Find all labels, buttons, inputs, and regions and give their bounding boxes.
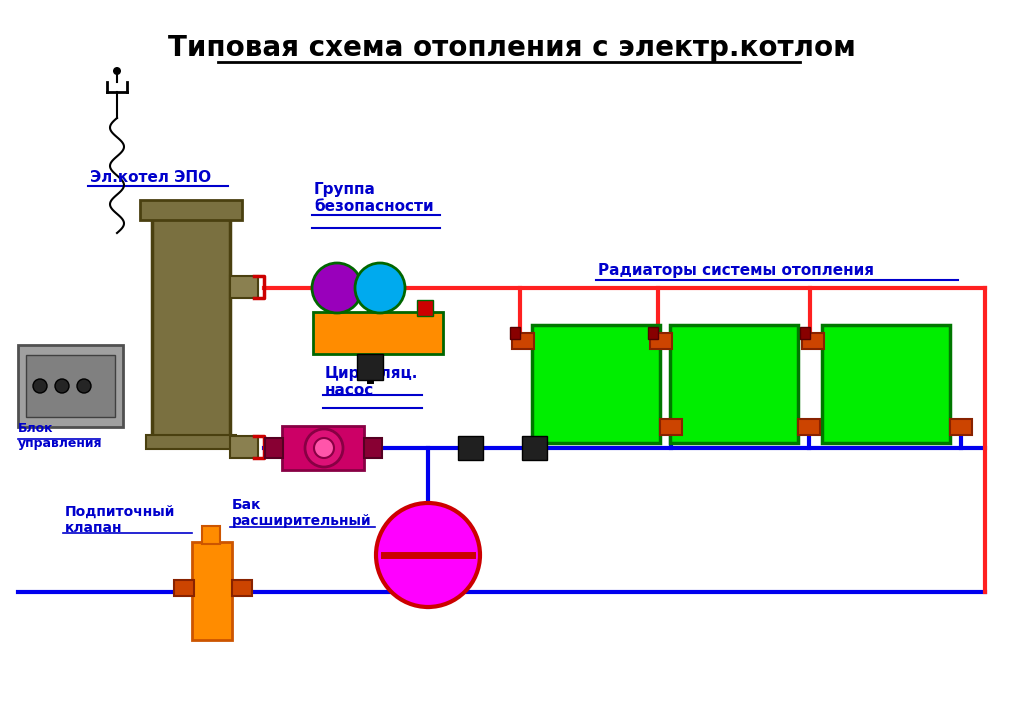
Bar: [232, 580, 252, 596]
Bar: [230, 436, 258, 458]
Bar: [660, 419, 682, 435]
Circle shape: [355, 263, 406, 313]
Bar: [822, 325, 950, 443]
Bar: [174, 580, 194, 596]
Bar: [146, 435, 236, 449]
Bar: [802, 333, 824, 349]
Bar: [510, 327, 520, 339]
Bar: [193, 542, 232, 640]
Bar: [230, 276, 258, 298]
Bar: [357, 354, 383, 380]
Bar: [648, 327, 658, 339]
Bar: [532, 325, 660, 443]
Bar: [670, 325, 798, 443]
Text: Бак
расширительный: Бак расширительный: [232, 498, 372, 528]
Circle shape: [113, 67, 121, 75]
Circle shape: [305, 429, 343, 467]
Circle shape: [77, 379, 91, 393]
Bar: [800, 327, 810, 339]
Text: Типовая схема отопления с электр.котлом: Типовая схема отопления с электр.котлом: [168, 34, 856, 62]
Bar: [650, 333, 672, 349]
Bar: [512, 333, 534, 349]
Text: Группа
безопасности: Группа безопасности: [314, 182, 433, 214]
Bar: [26, 355, 115, 417]
Circle shape: [314, 438, 334, 458]
Text: Циркуляц.
насос: Циркуляц. насос: [325, 366, 419, 398]
Bar: [522, 436, 547, 460]
Bar: [282, 426, 364, 470]
Circle shape: [376, 503, 480, 607]
Circle shape: [312, 263, 362, 313]
Bar: [364, 438, 382, 458]
Bar: [140, 200, 242, 220]
Bar: [417, 300, 433, 316]
Bar: [313, 312, 443, 354]
Text: Эл.котел ЭПО: Эл.котел ЭПО: [90, 171, 211, 185]
Text: Блок
управления: Блок управления: [18, 422, 102, 450]
Bar: [798, 419, 820, 435]
Bar: [202, 526, 220, 544]
Text: Подпиточный
клапан: Подпиточный клапан: [65, 505, 175, 535]
Text: Радиаторы системы отопления: Радиаторы системы отопления: [598, 262, 874, 278]
Bar: [265, 438, 283, 458]
Bar: [950, 419, 972, 435]
Circle shape: [55, 379, 69, 393]
Bar: [458, 436, 483, 460]
Bar: [18, 345, 123, 427]
Bar: [152, 218, 230, 443]
Circle shape: [33, 379, 47, 393]
